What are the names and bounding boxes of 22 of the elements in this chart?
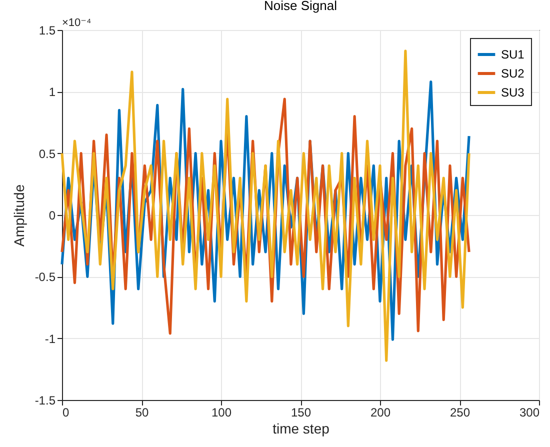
line-series (60, 50, 470, 362)
y-tick-label: 0 (48, 208, 56, 222)
y-tick-label: -1 (44, 332, 56, 346)
y-tick-label: 1.5 (38, 24, 56, 38)
y-tick-label: 0.5 (38, 146, 56, 161)
x-tick-label: 50 (135, 406, 149, 420)
chart-title: Noise Signal (264, 0, 338, 13)
x-tick-label: 100 (211, 406, 232, 420)
legend-label: SU2 (501, 66, 525, 80)
legend-label: SU3 (501, 86, 525, 100)
x-tick-label: 200 (370, 406, 391, 420)
text: ×10⁻⁴ (62, 17, 92, 29)
x-tick-label: 300 (519, 406, 540, 420)
y-axis-title: Amplitude (10, 184, 27, 247)
x-tick-label: 150 (290, 406, 312, 420)
x-axis-title: time step (272, 420, 330, 436)
legend-label: SU1 (501, 48, 525, 62)
y-tick-label: -0.5 (34, 270, 56, 284)
y-tick-label: -1.5 (34, 394, 56, 408)
x-tick-label: 250 (450, 406, 470, 420)
y-tick-label: 1 (48, 85, 56, 100)
x-tick-label: 0 (62, 406, 70, 420)
